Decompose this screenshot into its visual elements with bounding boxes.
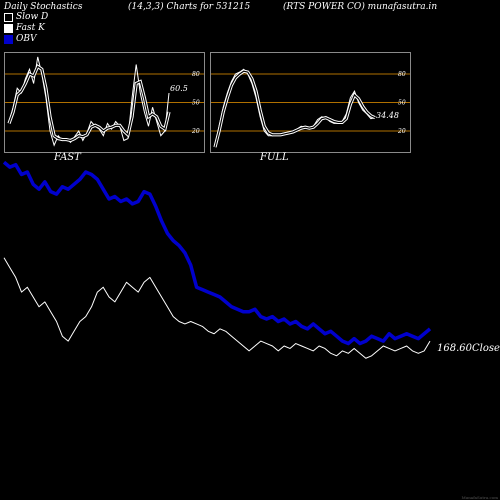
footer-watermark: MunafaSutra.com: [461, 495, 498, 500]
level-label-50: 50: [192, 100, 200, 107]
level-label-50: 50: [398, 100, 406, 107]
legend-label-slow-d: Slow D: [16, 12, 49, 22]
fast-value-label: 60.5: [170, 84, 188, 93]
obv-line: [2, 160, 432, 346]
level-label-80: 80: [398, 71, 406, 78]
legend-swatch-slow-d: [4, 13, 13, 22]
level-label-80: 80: [192, 71, 200, 78]
full-slow-d-outline: [213, 69, 376, 148]
fast-slow-d-line: [8, 65, 170, 142]
full-value-label: 34.48: [376, 111, 399, 120]
company-name: (RTS POWER CO) munafasutra.in: [283, 2, 438, 12]
legend: Slow D Fast K OBV: [4, 12, 48, 45]
fast-stochastic-panel: 20 50 80 60.5: [4, 52, 205, 153]
legend-swatch-fast-k: [4, 24, 13, 33]
legend-swatch-obv: [4, 35, 13, 44]
legend-label-fast-k: Fast K: [16, 23, 45, 33]
price-line: [3, 257, 431, 359]
chart-params: (14,3,3) Charts for 531215: [128, 2, 251, 12]
level-label-20: 20: [397, 128, 406, 135]
full-slow-d-line: [214, 70, 376, 148]
chart-title: Daily Stochastics: [4, 2, 83, 12]
close-price-label: 168.60Close: [437, 343, 500, 354]
legend-item-fast-k: Fast K: [4, 23, 48, 34]
full-panel-label: FULL: [260, 152, 289, 163]
legend-label-obv: OBV: [16, 34, 37, 44]
fast-stochastic-svg: 20 50 80 60.5: [5, 56, 204, 147]
level-label-20: 20: [191, 128, 200, 135]
full-stochastic-panel: 20 50 80 34.48: [210, 52, 411, 153]
legend-item-obv: OBV: [4, 34, 48, 45]
fast-slow-d-outline: [7, 63, 171, 143]
full-stochastic-svg: 20 50 80 34.48: [211, 68, 410, 148]
legend-item-slow-d: Slow D: [4, 12, 48, 23]
fast-panel-label: FAST: [54, 152, 81, 163]
